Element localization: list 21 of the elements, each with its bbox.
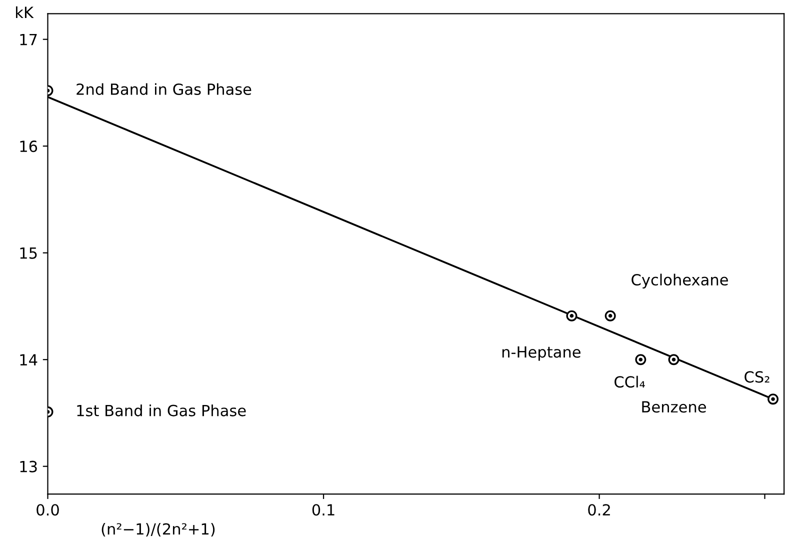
annotation: CCl₄ <box>614 376 645 388</box>
annotation: Benzene <box>642 401 706 413</box>
y-tick-label: 14 <box>20 354 38 366</box>
annotation: n-Heptane <box>502 346 580 361</box>
annotation: 2nd Band in Gas Phase <box>76 83 252 96</box>
annotation: CS₂ <box>744 371 770 383</box>
point <box>566 310 578 322</box>
point <box>668 354 680 366</box>
y-tick-label: 17 <box>20 34 37 46</box>
annotation: 1st Band in Gas Phase <box>77 404 246 416</box>
y-tick-label: 16 <box>20 140 38 152</box>
y-tick-label: 15 <box>20 248 37 259</box>
y-tick-label: 13 <box>20 460 37 472</box>
x-tick-label: 0.1 <box>312 504 334 516</box>
point <box>635 354 646 366</box>
x-tick-label: 0.2 <box>588 504 610 516</box>
point <box>604 310 616 322</box>
x-tick-label: 0.0 <box>36 504 59 516</box>
x-axis-title: (n²−1)/(2n²+1) <box>102 522 215 537</box>
annotation: Cyclohexane <box>632 274 728 288</box>
y-axis-title: kK <box>16 6 34 18</box>
